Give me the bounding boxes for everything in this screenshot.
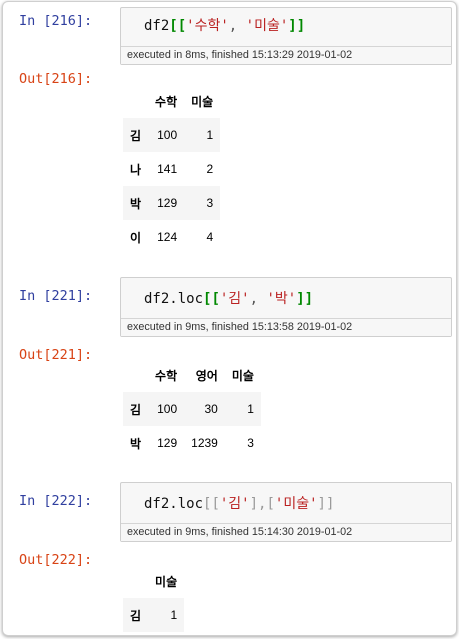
code-cell-221[interactable]: df2.loc[['김', '박']] executed in 9ms, fin… bbox=[120, 277, 452, 337]
out-prompt-221: Out[221]: bbox=[19, 347, 93, 363]
in-prompt-221: In [221]: bbox=[19, 288, 93, 304]
dataframe-222: 미술 김 1 bbox=[123, 564, 185, 632]
row-index: 이 bbox=[130, 230, 142, 245]
code-string-1: '김' bbox=[219, 291, 250, 307]
code-separator: , bbox=[228, 18, 246, 34]
in-prompt-216: In [216]: bbox=[19, 13, 93, 29]
exec-info-221: executed in 9ms, finished 15:13:58 2019-… bbox=[121, 318, 451, 336]
column-header: 수학 bbox=[155, 94, 178, 109]
dataframe-216: 수학 미술 김 100 1 나 141 2 박 129 3 이 124 bbox=[123, 84, 221, 254]
column-header: 미술 bbox=[155, 574, 178, 589]
dataframe-221: 수학 영어 미술 김 100 30 1 박 129 1239 3 bbox=[123, 358, 261, 460]
code-cell-216[interactable]: df2[['수학', '미술']] executed in 8ms, finis… bbox=[120, 7, 452, 65]
code-string-2: '미술' bbox=[245, 18, 289, 34]
code-var: df2.loc bbox=[144, 291, 204, 307]
column-header: 영어 bbox=[195, 368, 218, 383]
column-header: 미술 bbox=[231, 368, 254, 383]
header-row: 수학 미술 bbox=[123, 84, 220, 118]
code-bracket-close: ]] bbox=[288, 18, 306, 34]
table-cell: 100 bbox=[157, 402, 178, 416]
table-cell: 129 bbox=[157, 436, 178, 450]
table-cell: 1 bbox=[206, 128, 214, 142]
table-cell: 1 bbox=[247, 402, 254, 416]
index-header bbox=[123, 358, 148, 392]
code-bracket-open: [[ bbox=[203, 291, 220, 307]
code-bracket-mid: ],[ bbox=[249, 496, 275, 512]
code-var: df2.loc bbox=[144, 496, 204, 512]
out-prompt-222: Out[222]: bbox=[19, 552, 93, 568]
row-index: 김 bbox=[130, 402, 142, 417]
code-var: df2 bbox=[144, 18, 170, 34]
table-row: 김 100 1 bbox=[123, 118, 221, 152]
code-bracket-open: [[ bbox=[203, 496, 220, 512]
table-cell: 124 bbox=[157, 230, 178, 244]
exec-info-222: executed in 9ms, finished 15:14:30 2019-… bbox=[121, 523, 451, 541]
table-row: 박 129 1239 3 bbox=[123, 426, 261, 460]
column-header: 수학 bbox=[155, 368, 178, 383]
column-header: 미술 bbox=[191, 94, 214, 109]
header-row: 미술 bbox=[123, 564, 184, 598]
code-bracket-open: [[ bbox=[169, 18, 187, 34]
out-prompt-216: Out[216]: bbox=[19, 71, 93, 87]
in-prompt-222: In [222]: bbox=[19, 493, 93, 509]
code-string-2: '미술' bbox=[274, 496, 318, 512]
row-index: 나 bbox=[130, 162, 142, 177]
table-cell: 1 bbox=[170, 608, 178, 622]
table-cell: 3 bbox=[247, 436, 254, 450]
table-row: 김 100 30 1 bbox=[123, 392, 261, 426]
row-index: 박 bbox=[130, 196, 142, 211]
table-row: 이 124 4 bbox=[123, 220, 220, 254]
table-row: 김 1 bbox=[123, 598, 185, 632]
table-cell: 3 bbox=[206, 196, 214, 210]
code-line-221[interactable]: df2.loc[['김', '박']] bbox=[144, 288, 313, 308]
table-cell: 4 bbox=[206, 230, 214, 244]
code-separator: , bbox=[249, 291, 267, 307]
table-cell: 2 bbox=[206, 162, 214, 176]
table-row: 나 141 2 bbox=[123, 152, 220, 186]
table-row: 박 129 3 bbox=[123, 186, 221, 220]
table-cell: 129 bbox=[157, 196, 178, 210]
code-line-216[interactable]: df2[['수학', '미술']] bbox=[144, 15, 305, 35]
table-cell: 30 bbox=[204, 402, 218, 416]
index-header bbox=[123, 564, 148, 598]
row-index: 박 bbox=[130, 436, 142, 451]
code-string-1: '김' bbox=[219, 496, 250, 512]
code-string-1: '수학' bbox=[186, 18, 229, 34]
index-header bbox=[123, 84, 148, 118]
code-string-2: '박' bbox=[266, 291, 297, 307]
code-bracket-close: ]] bbox=[317, 496, 335, 512]
table-cell: 100 bbox=[157, 128, 178, 142]
code-cell-222[interactable]: df2.loc[['김'],['미술']] executed in 9ms, f… bbox=[120, 482, 452, 542]
code-line-222[interactable]: df2.loc[['김'],['미술']] bbox=[144, 493, 334, 513]
code-bracket-close: ]] bbox=[296, 291, 314, 307]
exec-info-216: executed in 8ms, finished 15:13:29 2019-… bbox=[121, 46, 451, 64]
row-index: 김 bbox=[130, 128, 142, 143]
row-index: 김 bbox=[130, 608, 142, 623]
header-row: 수학 영어 미술 bbox=[123, 358, 261, 392]
table-cell: 141 bbox=[157, 162, 178, 176]
table-cell: 1239 bbox=[191, 436, 218, 450]
